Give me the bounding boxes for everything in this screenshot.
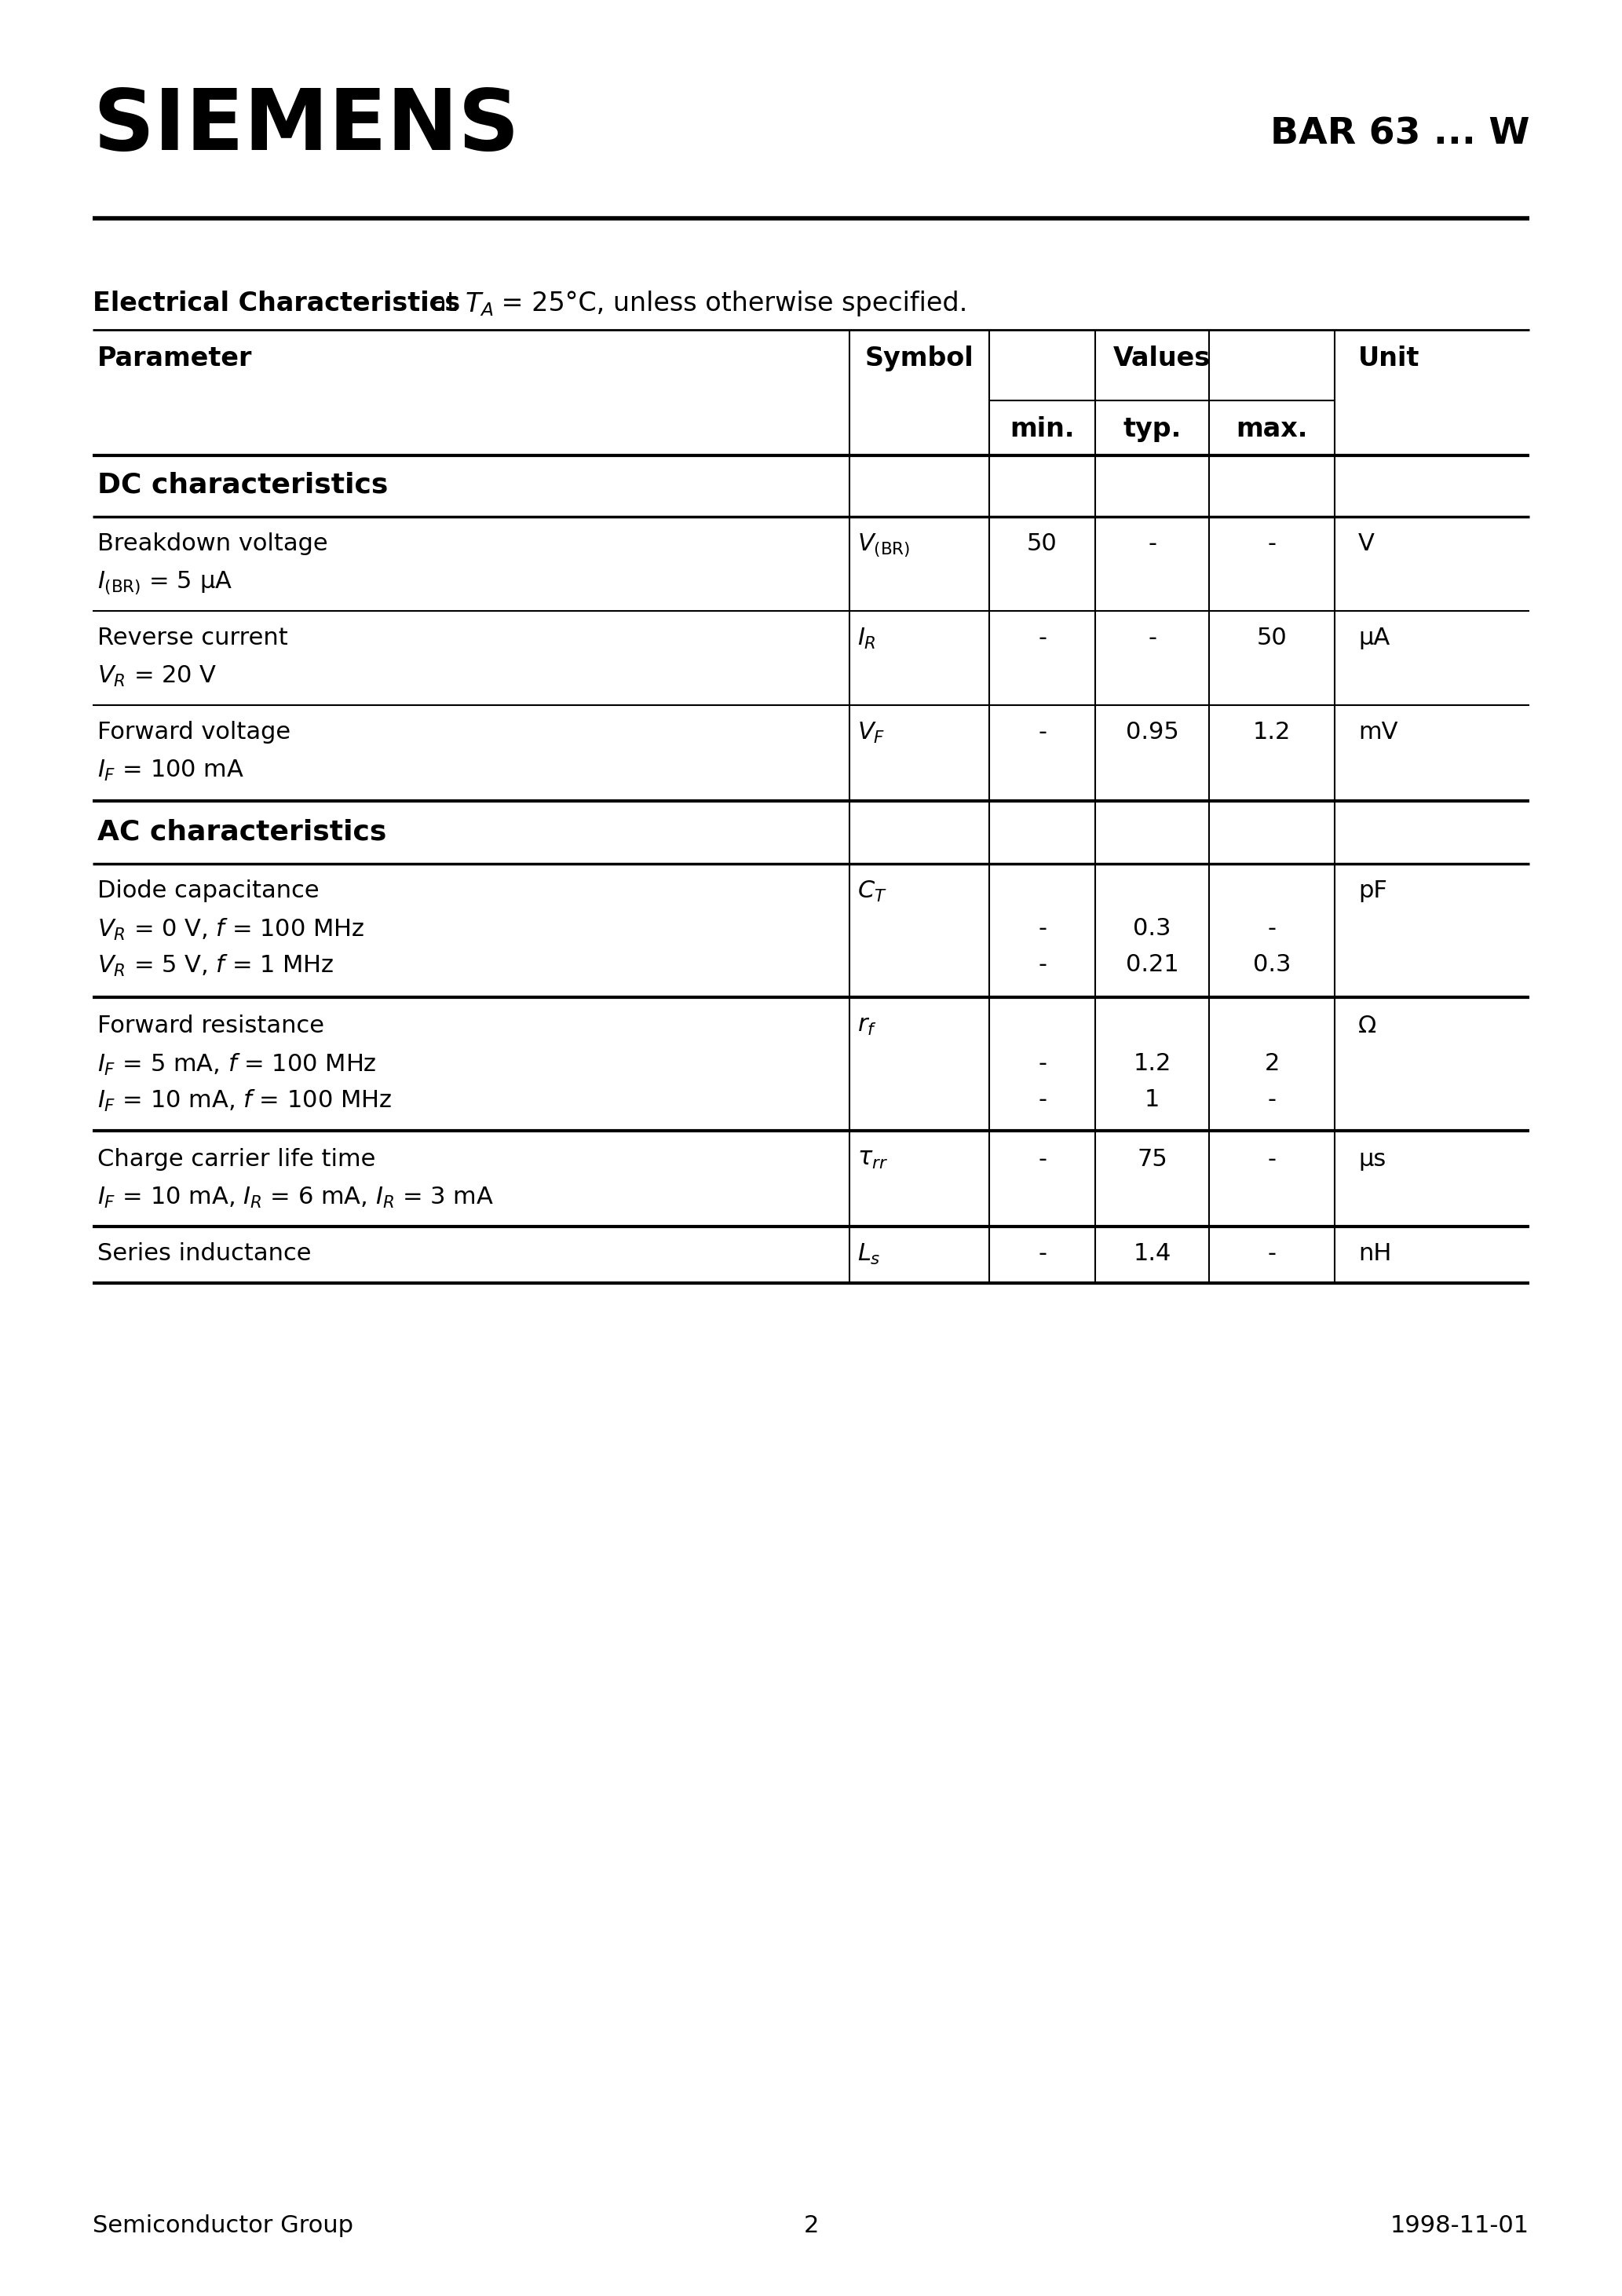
Text: Parameter: Parameter — [97, 344, 253, 372]
Text: BAR 63 ... W: BAR 63 ... W — [1270, 117, 1530, 152]
Text: DC characteristics: DC characteristics — [97, 471, 388, 498]
Text: $I_F$ = 10 mA, $f$ = 100 MHz: $I_F$ = 10 mA, $f$ = 100 MHz — [97, 1088, 393, 1114]
Text: AC characteristics: AC characteristics — [97, 817, 386, 845]
Text: Forward voltage: Forward voltage — [97, 721, 290, 744]
Text: $V_{\mathrm{(BR)}}$: $V_{\mathrm{(BR)}}$ — [858, 533, 910, 560]
Text: $I_F$ = 5 mA, $f$ = 100 MHz: $I_F$ = 5 mA, $f$ = 100 MHz — [97, 1052, 376, 1077]
Text: Diode capacitance: Diode capacitance — [97, 879, 320, 902]
Text: $V_F$: $V_F$ — [858, 721, 886, 746]
Text: $I_F$ = 100 mA: $I_F$ = 100 mA — [97, 758, 245, 783]
Text: Reverse current: Reverse current — [97, 627, 289, 650]
Text: V: V — [1358, 533, 1374, 556]
Text: -: - — [1148, 533, 1156, 556]
Text: Ω: Ω — [1358, 1015, 1377, 1038]
Text: max.: max. — [1236, 416, 1307, 443]
Text: Values: Values — [1113, 344, 1210, 372]
Text: -: - — [1038, 1148, 1046, 1171]
Text: mV: mV — [1358, 721, 1398, 744]
Text: $I_{\mathrm{(BR)}}$ = 5 μA: $I_{\mathrm{(BR)}}$ = 5 μA — [97, 569, 232, 597]
Text: 0.95: 0.95 — [1126, 721, 1179, 744]
Text: $\tau_{rr}$: $\tau_{rr}$ — [858, 1148, 887, 1171]
Text: -: - — [1038, 1088, 1046, 1111]
Text: $I_F$ = 10 mA, $I_R$ = 6 mA, $I_R$ = 3 mA: $I_F$ = 10 mA, $I_R$ = 6 mA, $I_R$ = 3 m… — [97, 1185, 495, 1210]
Text: -: - — [1267, 1148, 1277, 1171]
Text: $I_R$: $I_R$ — [858, 627, 876, 652]
Text: $C_T$: $C_T$ — [858, 879, 887, 905]
Text: $L_s$: $L_s$ — [858, 1242, 881, 1267]
Text: Breakdown voltage: Breakdown voltage — [97, 533, 328, 556]
Text: -: - — [1267, 1088, 1277, 1111]
Text: μA: μA — [1358, 627, 1390, 650]
Text: μs: μs — [1358, 1148, 1385, 1171]
Text: $V_R$ = 20 V: $V_R$ = 20 V — [97, 664, 217, 689]
Text: 50: 50 — [1257, 627, 1288, 650]
Text: -: - — [1038, 627, 1046, 650]
Text: -: - — [1038, 1242, 1046, 1265]
Text: Semiconductor Group: Semiconductor Group — [92, 2213, 354, 2236]
Text: Forward resistance: Forward resistance — [97, 1015, 324, 1038]
Text: pF: pF — [1358, 879, 1387, 902]
Text: 2: 2 — [803, 2213, 819, 2236]
Text: at: at — [422, 292, 466, 317]
Text: Unit: Unit — [1358, 344, 1419, 372]
Text: Symbol: Symbol — [865, 344, 973, 372]
Text: $T_A$: $T_A$ — [466, 292, 493, 317]
Text: 1998-11-01: 1998-11-01 — [1390, 2213, 1530, 2236]
Text: 0.3: 0.3 — [1134, 916, 1171, 939]
Text: 1.2: 1.2 — [1252, 721, 1291, 744]
Text: -: - — [1038, 1052, 1046, 1075]
Text: $V_R$ = 5 V, $f$ = 1 MHz: $V_R$ = 5 V, $f$ = 1 MHz — [97, 953, 334, 978]
Text: Electrical Characteristics: Electrical Characteristics — [92, 292, 461, 317]
Text: 1.2: 1.2 — [1134, 1052, 1171, 1075]
Text: = 25°C, unless otherwise specified.: = 25°C, unless otherwise specified. — [493, 292, 968, 317]
Text: Charge carrier life time: Charge carrier life time — [97, 1148, 376, 1171]
Text: -: - — [1038, 916, 1046, 939]
Text: -: - — [1038, 953, 1046, 976]
Text: -: - — [1038, 721, 1046, 744]
Text: Series inductance: Series inductance — [97, 1242, 311, 1265]
Text: SIEMENS: SIEMENS — [92, 85, 519, 168]
Text: min.: min. — [1011, 416, 1075, 443]
Text: $r_f$: $r_f$ — [858, 1015, 878, 1038]
Text: 50: 50 — [1027, 533, 1058, 556]
Text: 0.21: 0.21 — [1126, 953, 1179, 976]
Text: -: - — [1267, 916, 1277, 939]
Text: 0.3: 0.3 — [1252, 953, 1291, 976]
Text: nH: nH — [1358, 1242, 1392, 1265]
Text: -: - — [1148, 627, 1156, 650]
Text: -: - — [1267, 533, 1277, 556]
Text: -: - — [1267, 1242, 1277, 1265]
Text: $V_R$ = 0 V, $f$ = 100 MHz: $V_R$ = 0 V, $f$ = 100 MHz — [97, 916, 365, 941]
Text: typ.: typ. — [1122, 416, 1181, 443]
Text: 1.4: 1.4 — [1134, 1242, 1171, 1265]
Text: 1: 1 — [1145, 1088, 1160, 1111]
Text: 2: 2 — [1264, 1052, 1280, 1075]
Text: 75: 75 — [1137, 1148, 1168, 1171]
